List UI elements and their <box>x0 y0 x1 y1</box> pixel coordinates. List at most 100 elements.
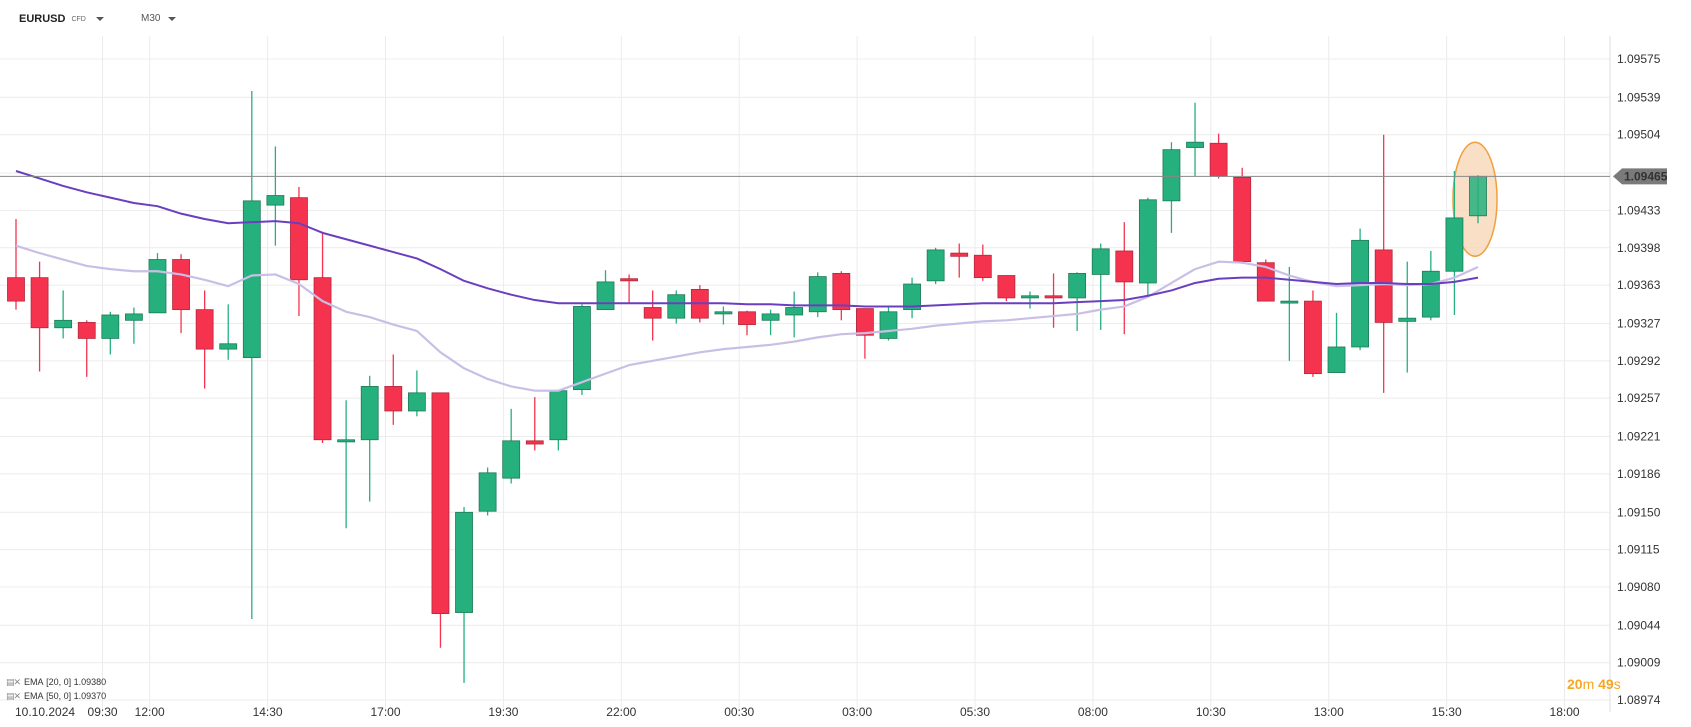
x-tick-label: 13:00 <box>1314 705 1344 719</box>
countdown-minutes: 20 <box>1567 676 1583 692</box>
candle <box>1186 102 1204 177</box>
candle-body-down <box>525 440 544 445</box>
interval-label: M30 <box>141 13 161 24</box>
candle <box>384 354 403 425</box>
candle <box>879 306 898 341</box>
candle <box>832 271 851 321</box>
candle-body-up <box>808 276 827 313</box>
candle <box>407 370 426 417</box>
candle <box>761 309 780 336</box>
x-tick-label: 17:00 <box>370 705 400 719</box>
candle-body-up <box>54 319 73 329</box>
x-tick-label: 00:30 <box>724 705 754 719</box>
candle <box>785 291 804 338</box>
candle-body-up <box>1398 317 1417 322</box>
x-tick-label: 12:00 <box>135 705 165 719</box>
candle <box>1351 228 1369 351</box>
candle-body-down <box>290 197 308 281</box>
candle <box>7 218 25 310</box>
candle-body-down <box>620 278 638 282</box>
candle <box>1421 250 1440 321</box>
candle <box>714 306 733 325</box>
candle-body-up <box>266 195 285 206</box>
candle-body-up <box>785 307 804 316</box>
ema-50-line <box>15 170 1479 308</box>
y-tick-label: 1.09504 <box>1617 128 1661 142</box>
candle <box>1162 142 1181 233</box>
candle-body-up <box>1351 239 1369 348</box>
candle <box>242 90 261 619</box>
candle-body-down <box>1115 250 1134 283</box>
settings-close-icon[interactable]: ▤✕ <box>6 677 21 687</box>
candle-body-down <box>643 307 662 319</box>
x-tick-label: 22:00 <box>606 705 636 719</box>
candle-body-up <box>1469 175 1487 217</box>
candle <box>950 243 969 278</box>
candle-body-down <box>1374 249 1393 323</box>
candle <box>997 275 1016 302</box>
candle <box>1138 197 1157 297</box>
candle <box>478 467 497 516</box>
y-tick-label: 1.09257 <box>1617 391 1661 405</box>
candle <box>360 375 379 502</box>
candle-body-up <box>761 313 780 321</box>
settings-close-icon[interactable]: ▤✕ <box>6 691 21 701</box>
interval-selector[interactable]: M30 <box>141 13 177 24</box>
candle <box>1327 312 1346 373</box>
current-price-tag <box>1613 168 1667 185</box>
x-tick-label: 18:00 <box>1550 705 1580 719</box>
candle-body-down <box>973 254 992 279</box>
candle <box>313 231 332 443</box>
legend-ema-20[interactable]: ▤✕ EMA [20, 0] 1.09380 <box>6 675 106 689</box>
legend-ema20-name: EMA <box>24 677 44 687</box>
candle <box>1021 291 1039 309</box>
y-tick-label: 1.09080 <box>1617 580 1661 594</box>
candle-body-up <box>478 472 497 512</box>
y-tick-label: 1.09150 <box>1617 505 1661 519</box>
candle-body-up <box>1138 199 1157 284</box>
candle <box>1469 175 1487 224</box>
candle <box>808 272 827 318</box>
legend-ema50-params: [50, 0] <box>46 691 72 701</box>
candle-body-up <box>667 294 686 319</box>
candle-body-down <box>313 277 332 441</box>
y-tick-label: 1.09539 <box>1617 90 1661 104</box>
candle <box>195 290 214 389</box>
y-tick-label: 1.08974 <box>1617 693 1661 707</box>
y-tick-label: 1.09292 <box>1617 354 1661 368</box>
x-tick-label: 10.10.2024 <box>15 705 75 719</box>
y-tick-label: 1.09433 <box>1617 203 1661 217</box>
x-tick-label: 09:30 <box>88 705 118 719</box>
legend-ema-50[interactable]: ▤✕ EMA [50, 0] 1.09370 <box>6 689 106 703</box>
candle-body-down <box>172 259 190 311</box>
chevron-down-icon <box>168 16 177 21</box>
x-tick-label: 19:30 <box>488 705 518 719</box>
candle-body-down <box>1209 142 1228 177</box>
candle <box>573 304 591 395</box>
candle-body-down <box>30 277 49 329</box>
legend-ema20-params: [20, 0] <box>46 677 72 687</box>
y-tick-label: 1.09009 <box>1617 656 1661 670</box>
candle <box>1445 170 1464 315</box>
y-tick-label: 1.09327 <box>1617 317 1661 331</box>
candle-body-down <box>997 275 1016 299</box>
y-tick-label: 1.09575 <box>1617 52 1661 66</box>
countdown-s-unit: s <box>1613 676 1621 692</box>
candle <box>125 307 143 344</box>
candle-countdown: 20m 49s <box>1567 676 1621 692</box>
candle <box>455 506 473 683</box>
candle-body-down <box>950 252 969 257</box>
symbol-selector[interactable]: EURUSD CFD <box>19 13 104 25</box>
candle-body-up <box>1162 149 1181 202</box>
candle <box>172 254 190 334</box>
x-tick-label: 15:30 <box>1432 705 1462 719</box>
candle-body-up <box>1327 346 1346 373</box>
y-tick-label: 1.09115 <box>1617 543 1660 557</box>
candle-body-down <box>832 272 851 311</box>
x-tick-label: 03:00 <box>842 705 872 719</box>
candle-body-up <box>1091 248 1110 275</box>
candle <box>903 277 921 319</box>
candle <box>549 389 568 451</box>
x-tick-label: 05:30 <box>960 705 990 719</box>
